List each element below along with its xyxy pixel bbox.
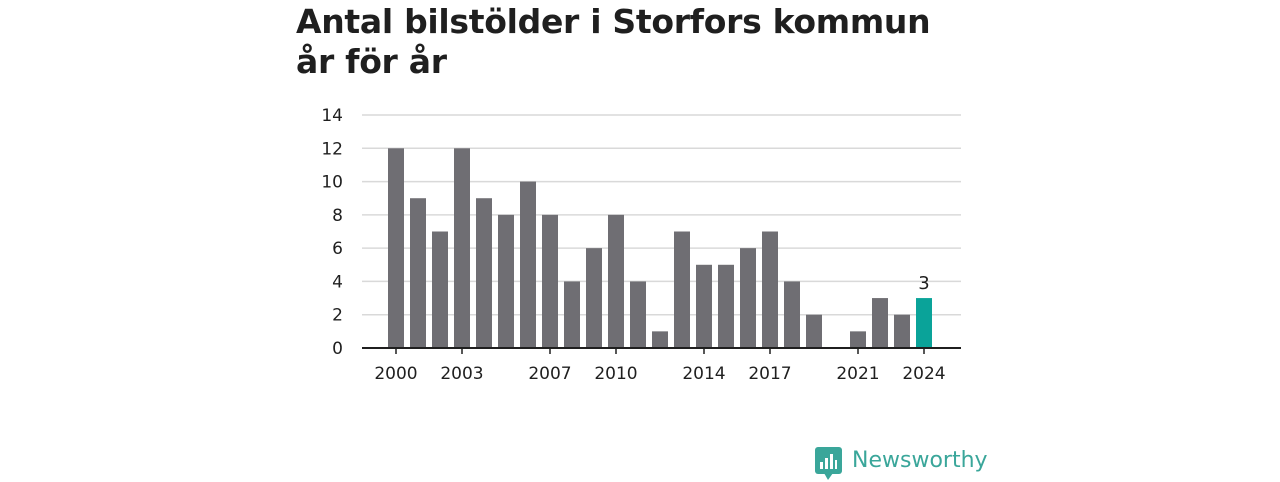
bar <box>476 198 492 348</box>
bar <box>872 298 888 348</box>
bar <box>696 264 712 348</box>
bar <box>806 314 822 348</box>
x-tick-label: 2014 <box>682 364 725 384</box>
y-tick-label: 12 <box>321 139 343 159</box>
bar <box>718 264 734 348</box>
y-tick-label: 2 <box>332 306 343 326</box>
bar <box>586 248 602 348</box>
bar <box>608 214 624 348</box>
bar <box>674 231 690 348</box>
bars <box>388 148 932 348</box>
bar <box>784 281 800 348</box>
bar <box>894 314 910 348</box>
gridlines <box>362 114 961 316</box>
bar <box>564 281 580 348</box>
x-tick-label: 2024 <box>902 364 945 384</box>
x-tick-label: 2017 <box>748 364 791 384</box>
x-tick-label: 2007 <box>528 364 571 384</box>
y-tick-label: 8 <box>332 206 343 226</box>
bar <box>520 181 536 348</box>
x-tick-label: 2003 <box>440 364 483 384</box>
bar <box>740 248 756 348</box>
y-axis-tick-labels: 0 2 4 6 8 10 12 14 <box>321 106 343 359</box>
data-label: 3 <box>918 273 929 294</box>
brand-name: Newsworthy <box>852 448 988 473</box>
bar <box>542 214 558 348</box>
bar <box>850 331 866 348</box>
x-axis-tick-labels: 2000 2003 2007 2010 2014 2017 2021 2024 <box>374 348 946 384</box>
bar <box>388 148 404 348</box>
bar-chart-speech-bubble-icon <box>815 447 842 480</box>
bar <box>498 214 514 348</box>
bar <box>432 231 448 348</box>
x-tick-label: 2000 <box>374 364 417 384</box>
x-tick-label: 2021 <box>836 364 879 384</box>
data-labels: 3 <box>918 273 929 294</box>
bar <box>916 298 932 348</box>
bar <box>454 148 470 348</box>
chart-title: Antal bilstölder i Storfors kommun år fö… <box>296 2 931 81</box>
y-tick-label: 4 <box>332 272 343 292</box>
brand-logo: Newsworthy <box>815 446 988 482</box>
bar <box>410 198 426 348</box>
y-tick-label: 0 <box>332 339 343 359</box>
bar <box>652 331 668 348</box>
y-tick-label: 10 <box>321 173 343 193</box>
y-tick-label: 6 <box>332 239 343 259</box>
bar <box>762 231 778 348</box>
y-tick-label: 14 <box>321 106 343 126</box>
x-tick-label: 2010 <box>594 364 637 384</box>
bar <box>630 281 646 348</box>
